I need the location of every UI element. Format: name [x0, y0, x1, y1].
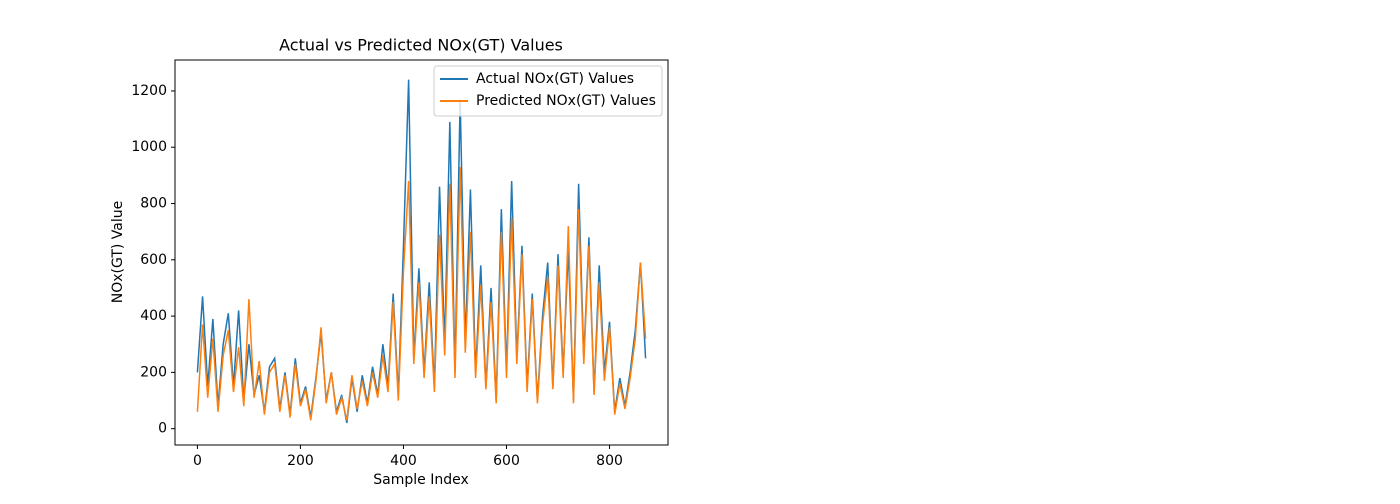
x-tick-label: 800: [596, 453, 623, 469]
legend-label: Actual NOx(GT) Values: [476, 71, 634, 87]
x-axis-label: Sample Index: [373, 472, 468, 488]
y-tick-label: 600: [140, 252, 167, 268]
y-tick-label: 400: [140, 308, 167, 324]
y-tick-label: 800: [140, 196, 167, 212]
chart-title: Actual vs Predicted NOx(GT) Values: [279, 36, 563, 55]
y-tick-label: 0: [158, 421, 167, 437]
plot-frame: [174, 59, 669, 446]
y-axis-label: NOx(GT) Value: [110, 201, 126, 304]
data-line: [196, 166, 647, 421]
legend-box: [433, 65, 663, 117]
y-tick-label: 200: [140, 364, 167, 380]
x-tick-label: 0: [193, 453, 202, 469]
legend-label: Predicted NOx(GT) Values: [476, 93, 656, 109]
x-tick-label: 400: [390, 453, 417, 469]
y-tick-label: 1200: [131, 83, 167, 99]
y-tick-label: 1000: [131, 139, 167, 155]
x-tick-label: 600: [493, 453, 520, 469]
x-tick-label: 200: [287, 453, 314, 469]
